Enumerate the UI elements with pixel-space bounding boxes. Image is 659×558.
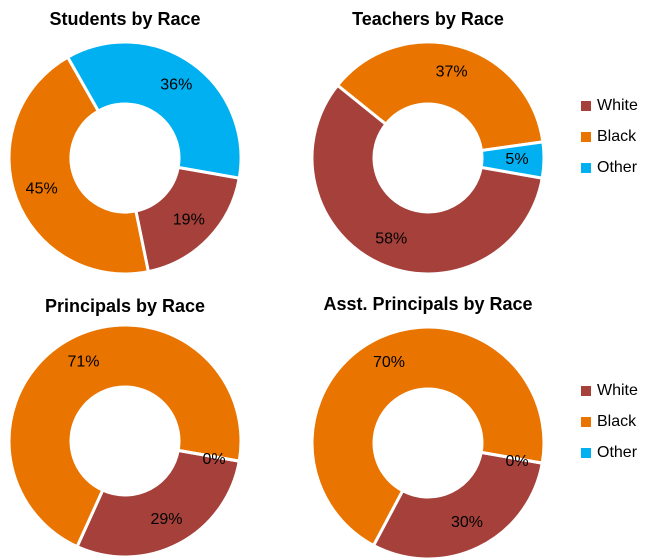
legend-swatch	[581, 132, 591, 142]
donut-slice	[177, 448, 240, 463]
donut-slice	[7, 55, 151, 276]
legend-swatch	[581, 417, 591, 427]
data-label: 0%	[202, 451, 225, 468]
donut-slice	[479, 140, 546, 180]
data-label: 29%	[150, 511, 182, 528]
chart-title: Students by Race	[49, 9, 200, 29]
donut-slice	[7, 323, 243, 549]
donut-slice	[75, 448, 241, 558]
donut-slice	[371, 450, 544, 558]
donut-slice	[480, 450, 543, 465]
data-label: 5%	[505, 151, 528, 168]
chart-title: Teachers by Race	[352, 9, 504, 29]
data-label: 58%	[375, 230, 407, 247]
donut-slice	[134, 165, 241, 274]
chart-title: Asst. Principals by Race	[323, 294, 532, 314]
chart-title: Principals by Race	[45, 296, 205, 316]
data-label: 45%	[26, 181, 58, 198]
legend-label: Black	[597, 413, 637, 430]
data-label: 0%	[505, 453, 528, 470]
data-label: 70%	[373, 354, 405, 371]
legend-swatch	[581, 386, 591, 396]
donut-slice	[65, 40, 243, 180]
donut-slice	[310, 325, 546, 548]
legend-label: Black	[597, 128, 637, 145]
legend-swatch	[581, 101, 591, 111]
legend-label: Other	[597, 444, 638, 461]
data-label: 19%	[173, 211, 205, 228]
data-label: 71%	[67, 353, 99, 370]
legend-swatch	[581, 448, 591, 458]
donut-slice	[310, 83, 544, 276]
data-label: 36%	[160, 76, 192, 93]
legend-label: Other	[597, 159, 638, 176]
donut-slice	[335, 40, 545, 153]
legend-swatch	[581, 163, 591, 173]
data-label: 30%	[451, 514, 483, 531]
data-label: 37%	[436, 63, 468, 80]
legend-label: White	[597, 382, 638, 399]
legend-label: White	[597, 97, 638, 114]
